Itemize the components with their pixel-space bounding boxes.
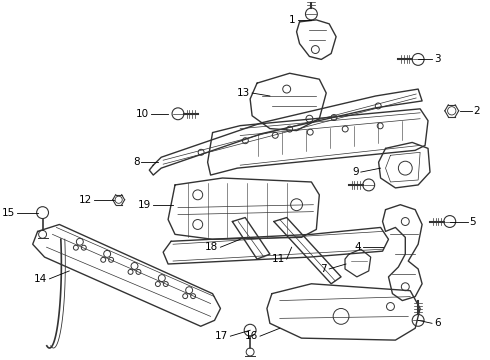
Text: 19: 19 <box>138 200 151 210</box>
Text: 5: 5 <box>469 216 476 226</box>
Text: 7: 7 <box>320 264 327 274</box>
Text: 11: 11 <box>271 254 285 264</box>
Text: 13: 13 <box>237 88 250 98</box>
Text: 9: 9 <box>352 167 359 177</box>
Text: 8: 8 <box>133 157 140 167</box>
Text: 16: 16 <box>245 331 258 341</box>
Text: 12: 12 <box>79 195 92 205</box>
Text: 4: 4 <box>354 242 361 252</box>
Text: 3: 3 <box>434 54 441 64</box>
Text: 1: 1 <box>289 15 295 25</box>
Text: 10: 10 <box>136 109 149 119</box>
Text: 14: 14 <box>34 274 48 284</box>
Text: 18: 18 <box>205 242 219 252</box>
Text: 17: 17 <box>215 331 228 341</box>
Text: 2: 2 <box>473 106 480 116</box>
Text: 15: 15 <box>1 208 15 217</box>
Text: 6: 6 <box>434 318 441 328</box>
